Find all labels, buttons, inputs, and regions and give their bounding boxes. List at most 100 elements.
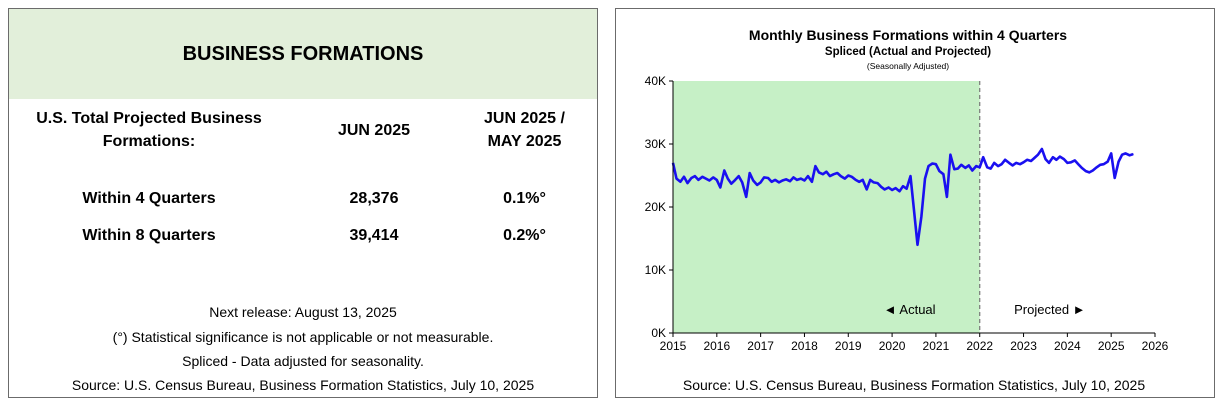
data-point: [1063, 158, 1065, 160]
data-point: [771, 181, 773, 183]
data-point: [792, 176, 795, 178]
row-header-label-line2: Formations:: [102, 133, 196, 150]
data-point: [1015, 162, 1017, 164]
data-point: [694, 175, 696, 177]
chart-seasonal-note: (Seasonally Adjusted): [867, 61, 949, 71]
data-point: [1041, 148, 1043, 150]
data-point: [971, 169, 973, 172]
data-point: [789, 180, 791, 182]
column-header-change: JUN 2025 / MAY 2025: [457, 107, 592, 153]
data-point: [990, 168, 992, 170]
data-point: [916, 244, 919, 246]
data-point: [1030, 160, 1032, 162]
data-point: [833, 173, 835, 175]
data-point: [888, 186, 890, 189]
data-point: [800, 178, 802, 180]
projected-label: Projected ►: [1014, 302, 1085, 317]
data-point: [734, 179, 736, 181]
x-tick-label: 2018: [791, 339, 818, 353]
data-point: [1110, 152, 1112, 154]
value-4-quarters: 28,376: [349, 190, 399, 207]
data-point: [825, 171, 827, 173]
data-point: [1085, 170, 1087, 172]
data-point: [752, 179, 754, 182]
data-point: [968, 164, 970, 166]
data-point: [730, 183, 732, 185]
data-point: [1052, 156, 1054, 158]
data-point: [1129, 154, 1131, 156]
data-point: [927, 165, 930, 167]
data-point: [873, 181, 875, 183]
data-point: [1132, 153, 1134, 155]
row-header-label: U.S. Total Projected Business Formations…: [29, 107, 269, 153]
data-point: [920, 215, 922, 217]
data-point: [909, 175, 912, 177]
data-point: [862, 179, 864, 181]
table-title: BUSINESS FORMATIONS: [182, 42, 424, 65]
data-point: [895, 187, 897, 189]
data-point: [884, 188, 886, 190]
data-point: [953, 168, 955, 170]
data-point: [891, 189, 893, 191]
x-tick-label: 2015: [660, 339, 687, 353]
chart-title: Monthly Business Formations within 4 Qua…: [749, 27, 1067, 43]
data-point: [756, 184, 758, 186]
data-point: [1118, 161, 1120, 163]
data-point: [774, 179, 776, 181]
data-point: [851, 176, 853, 178]
data-point: [811, 181, 813, 183]
data-point: [697, 179, 699, 181]
data-point: [1125, 152, 1127, 154]
data-point: [938, 170, 940, 172]
data-point: [949, 154, 951, 156]
row-header-label-line1: U.S. Total Projected Business: [36, 110, 262, 127]
next-release-note: Next release: August 13, 2025: [209, 304, 397, 320]
data-point: [1107, 161, 1109, 163]
data-point: [1048, 162, 1050, 164]
data-point: [836, 172, 838, 174]
x-tick-label: 2024: [1054, 339, 1081, 353]
data-point: [931, 162, 933, 165]
data-point: [1070, 161, 1072, 163]
data-point: [760, 181, 762, 183]
data-point: [906, 188, 908, 190]
data-point: [1092, 169, 1094, 172]
data-point: [785, 178, 787, 180]
change-4-quarters: 0.1%°: [503, 190, 546, 207]
business-formations-table-panel: BUSINESS FORMATIONS U.S. Total Projected…: [8, 8, 598, 398]
data-point: [749, 172, 751, 174]
chart-panel: 2015 2016 2017 2018 2019 2020 2021 2022 2023 2024…: [615, 8, 1215, 398]
actual-period-shade: [673, 81, 980, 333]
data-point: [855, 179, 857, 181]
x-tick-label: 2020: [879, 339, 906, 353]
data-point: [946, 196, 948, 198]
data-point: [778, 181, 780, 183]
data-point: [690, 177, 692, 179]
change-8-quarters: 0.2%°: [503, 227, 546, 244]
data-point: [866, 188, 868, 190]
data-point: [1081, 167, 1083, 169]
data-point: [705, 178, 707, 180]
data-point: [957, 168, 959, 170]
data-point: [986, 166, 988, 168]
y-tick-label: 10K: [645, 263, 666, 277]
data-point: [1037, 154, 1039, 156]
data-point: [767, 177, 769, 179]
value-8-quarters: 39,414: [349, 227, 399, 244]
data-point: [1019, 163, 1021, 165]
data-point: [1074, 159, 1076, 161]
data-point: [1055, 159, 1057, 161]
data-point: [997, 165, 999, 167]
data-point: [745, 196, 747, 198]
chart-source-note: Source: U.S. Census Bureau, Business For…: [683, 377, 1145, 393]
data-point: [1001, 163, 1003, 165]
data-point: [727, 178, 729, 180]
actual-label: ◄ Actual: [884, 302, 936, 317]
x-tick-label: 2021: [923, 339, 950, 353]
data-point: [1022, 161, 1025, 163]
data-point: [982, 156, 984, 158]
data-point: [701, 176, 703, 178]
data-point: [913, 209, 915, 211]
x-tick-label: 2026: [1142, 339, 1169, 353]
table-title-band: BUSINESS FORMATIONS: [9, 9, 597, 99]
